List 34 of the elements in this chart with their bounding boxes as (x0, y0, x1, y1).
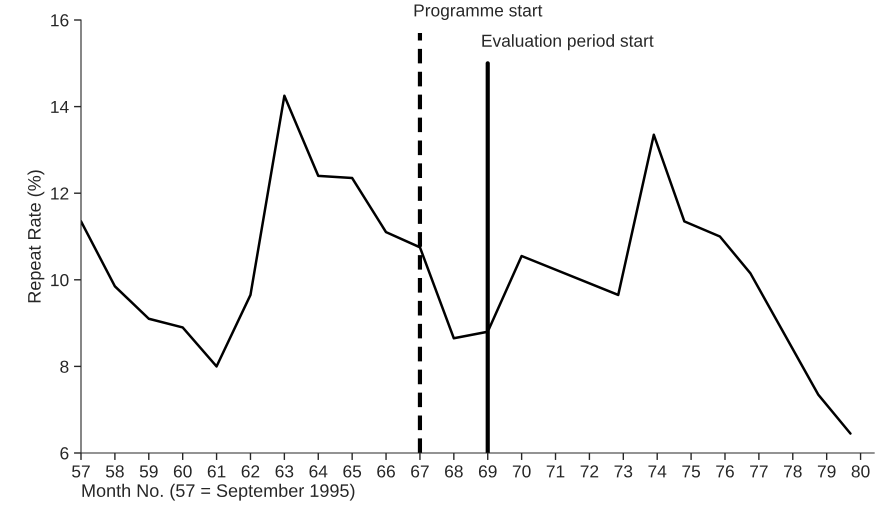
x-tick-label: 71 (546, 465, 564, 478)
x-tick-label: 59 (140, 465, 158, 478)
x-tick-label: 65 (343, 465, 362, 478)
x-tick-label: 70 (512, 465, 531, 478)
y-tick-label: 10 (51, 274, 69, 286)
x-tick-label: 80 (852, 465, 870, 478)
x-tick-label: 69 (478, 465, 497, 478)
x-tick-label: 62 (242, 465, 260, 478)
ref-line-label: Programme start (414, 4, 542, 20)
y-tick-label: 6 (60, 447, 68, 460)
x-tick-label: 76 (716, 465, 734, 478)
x-tick-label: 66 (377, 465, 395, 478)
x-tick-label: 78 (784, 465, 802, 478)
y-tick-label: 16 (51, 14, 68, 26)
x-tick-label: 73 (614, 465, 632, 478)
x-tick-label: 61 (208, 465, 226, 478)
x-tick-label: 58 (106, 465, 124, 478)
x-tick-label: 60 (174, 465, 192, 478)
y-axis-title: Repeat Rate (%) (28, 170, 44, 302)
x-tick-label: 64 (309, 465, 328, 478)
x-tick-label: 68 (445, 465, 463, 478)
x-tick-label: 79 (818, 465, 836, 478)
y-tick-label: 8 (60, 360, 68, 373)
y-tick-label: 12 (51, 187, 68, 200)
x-tick-label: 74 (648, 465, 666, 478)
ref-line-label: Evaluation period start (482, 34, 654, 50)
x-tick-label: 75 (682, 465, 700, 478)
x-tick-label: 63 (276, 465, 294, 478)
y-tick-label: 14 (51, 100, 69, 113)
x-tick-label: 77 (750, 465, 768, 478)
x-tick-label: 57 (72, 465, 90, 478)
x-axis-title: Month No. (57 = September 1995) (82, 484, 354, 501)
x-tick-label: 72 (580, 465, 598, 478)
x-tick-label: 67 (411, 465, 429, 478)
